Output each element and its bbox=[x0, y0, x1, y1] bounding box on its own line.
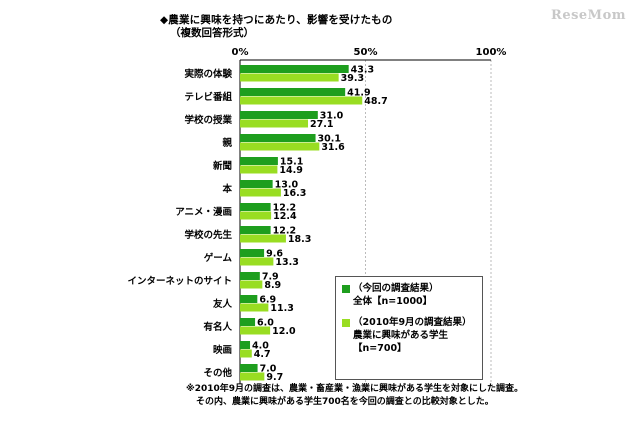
bar-current bbox=[240, 318, 256, 326]
bar-past bbox=[240, 234, 286, 243]
bar-past bbox=[240, 142, 320, 151]
bar-current bbox=[240, 364, 258, 372]
footnote-line-2: その内、農業に興味がある学生700名を今回の調査との比較対象とした。 bbox=[196, 397, 494, 407]
data-label-current: 6.9 bbox=[259, 295, 276, 306]
category-label: テレビ番組 bbox=[184, 91, 232, 103]
data-label-past: 12.0 bbox=[272, 326, 296, 337]
bar-current bbox=[240, 226, 271, 234]
data-label-past: 18.3 bbox=[288, 234, 311, 245]
category-label: 有名人 bbox=[203, 321, 232, 333]
data-label-current: 12.2 bbox=[273, 226, 296, 237]
category-label: その他 bbox=[203, 367, 232, 379]
category-label: 新聞 bbox=[213, 160, 232, 172]
data-label-current: 6.0 bbox=[257, 318, 274, 329]
category-label: 実際の体験 bbox=[184, 68, 232, 80]
x-tick-label: 100% bbox=[476, 47, 507, 58]
bar-past bbox=[240, 73, 339, 82]
chart-subtitle: （複数回答形式） bbox=[170, 27, 254, 39]
bar-current bbox=[240, 249, 265, 257]
data-label-past: 31.6 bbox=[321, 142, 345, 153]
bar-current bbox=[240, 272, 260, 280]
legend-swatch-past bbox=[342, 318, 350, 327]
data-label-current: 15.1 bbox=[280, 157, 303, 168]
bar-past bbox=[240, 372, 265, 381]
category-label: ゲーム bbox=[204, 252, 233, 264]
legend-swatch-current bbox=[342, 284, 350, 293]
bar-past bbox=[240, 119, 309, 128]
bar-current bbox=[240, 134, 316, 142]
legend-label-current: （今回の調査結果） bbox=[353, 283, 439, 294]
data-label-current: 43.3 bbox=[351, 65, 374, 76]
data-label-past: 4.7 bbox=[254, 349, 271, 360]
bar-past bbox=[240, 280, 263, 289]
category-label: アニメ・漫画 bbox=[175, 206, 232, 218]
data-label-past: 9.7 bbox=[266, 372, 283, 383]
bar-current bbox=[240, 341, 251, 349]
legend-entry-past: （2010年9月の調査結果） 農業に興味がある学生 【n=700】 bbox=[342, 316, 476, 355]
data-label-current: 30.1 bbox=[318, 134, 341, 145]
bar-current bbox=[240, 157, 278, 165]
bar-past bbox=[240, 257, 274, 266]
data-label-current: 4.0 bbox=[252, 341, 269, 352]
legend-n-past: 【n=700】 bbox=[353, 343, 407, 354]
legend-entry-current: （今回の調査結果） 全体【n=1000】 bbox=[342, 282, 476, 308]
chart-legend: （今回の調査結果） 全体【n=1000】 （2010年9月の調査結果） 農業に興… bbox=[335, 276, 483, 380]
bar-past bbox=[240, 188, 281, 197]
bar-current bbox=[240, 88, 346, 96]
category-label: 学校の先生 bbox=[184, 229, 232, 241]
category-label: 学校の授業 bbox=[184, 114, 232, 126]
data-label-current: 31.0 bbox=[320, 111, 344, 122]
category-label: 友人 bbox=[212, 298, 233, 310]
legend-sub-current: 全体【n=1000】 bbox=[353, 296, 433, 307]
data-label-past: 39.3 bbox=[341, 73, 364, 84]
category-label: インターネットのサイト bbox=[127, 275, 232, 287]
data-label-past: 11.3 bbox=[270, 303, 293, 314]
data-label-past: 16.3 bbox=[283, 188, 306, 199]
x-tick-label: 0% bbox=[232, 47, 249, 58]
data-label-past: 48.7 bbox=[364, 96, 387, 107]
category-label: 本 bbox=[222, 183, 232, 195]
data-label-past: 8.9 bbox=[264, 280, 281, 291]
legend-sub-past: 農業に興味がある学生 bbox=[353, 330, 449, 341]
data-label-past: 14.9 bbox=[279, 165, 302, 176]
bar-current bbox=[240, 111, 318, 119]
bar-past bbox=[240, 303, 269, 312]
data-label-past: 13.3 bbox=[275, 257, 298, 268]
category-label: 映画 bbox=[213, 344, 232, 356]
data-label-current: 7.0 bbox=[260, 364, 277, 375]
bar-current bbox=[240, 295, 258, 303]
chart-title: ◆農業に興味を持つにあたり、影響を受けたもの bbox=[160, 14, 393, 26]
bar-past bbox=[240, 165, 278, 174]
bar-past bbox=[240, 211, 272, 220]
data-label-current: 7.9 bbox=[262, 272, 279, 283]
x-tick-label: 50% bbox=[354, 47, 378, 58]
bar-past bbox=[240, 326, 271, 335]
bar-past bbox=[240, 349, 252, 358]
data-label-current: 13.0 bbox=[275, 180, 299, 191]
category-label: 親 bbox=[222, 137, 232, 149]
data-label-current: 12.2 bbox=[273, 203, 296, 214]
footnote-line-1: ※2010年9月の調査は、農業・畜産業・漁業に興味がある学生を対象にした調査。 bbox=[186, 384, 524, 394]
watermark-logo: ReseMom bbox=[551, 8, 626, 23]
bar-current bbox=[240, 203, 271, 211]
data-label-current: 9.6 bbox=[266, 249, 283, 260]
bar-past bbox=[240, 96, 363, 105]
legend-label-past: （2010年9月の調査結果） bbox=[353, 317, 472, 328]
data-label-current: 41.9 bbox=[347, 88, 370, 99]
bar-current bbox=[240, 65, 349, 73]
data-label-past: 12.4 bbox=[273, 211, 297, 222]
bar-current bbox=[240, 180, 273, 188]
data-label-past: 27.1 bbox=[310, 119, 333, 130]
